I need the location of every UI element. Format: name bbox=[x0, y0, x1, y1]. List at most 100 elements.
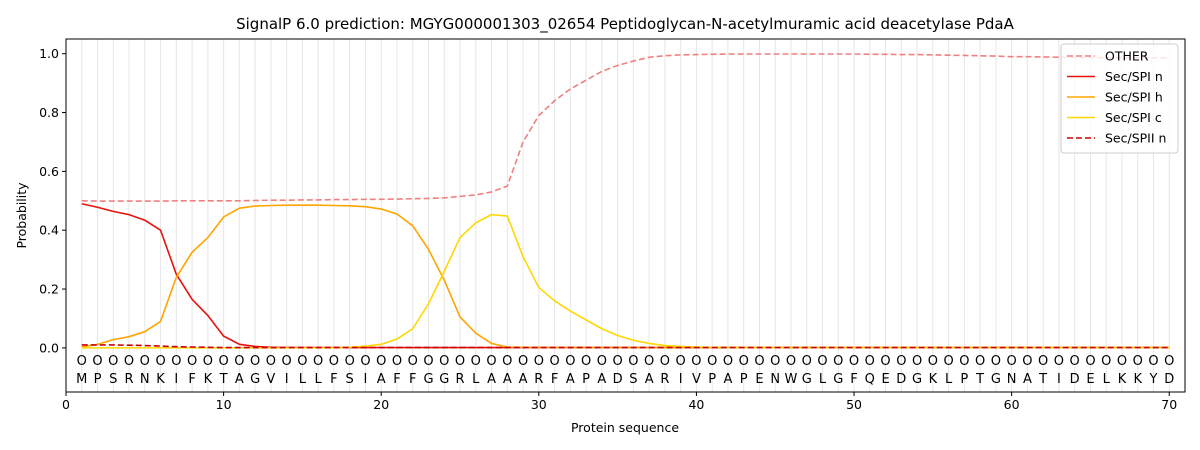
residue-label: R bbox=[534, 372, 543, 387]
region-marker: O bbox=[408, 354, 418, 369]
y-axis-ticks: 0.0 0.2 0.4 0.6 0.8 1.0 bbox=[39, 46, 66, 355]
legend-box bbox=[1060, 43, 1179, 154]
region-marker: O bbox=[975, 354, 985, 369]
region-marker: O bbox=[108, 354, 118, 369]
region-marker: O bbox=[187, 354, 197, 369]
residue-label: L bbox=[1103, 372, 1111, 387]
residue-label: A bbox=[645, 372, 654, 387]
residue-label: K bbox=[1133, 372, 1142, 387]
residue-label: A bbox=[597, 372, 606, 387]
region-marker: O bbox=[250, 354, 260, 369]
residue-label: E bbox=[881, 372, 889, 387]
plot-frame bbox=[65, 38, 1186, 393]
region-marker: O bbox=[691, 354, 701, 369]
residue-label: R bbox=[125, 372, 134, 387]
region-marker: O bbox=[392, 354, 402, 369]
residue-label: D bbox=[1070, 372, 1080, 387]
region-marker: O bbox=[455, 354, 465, 369]
residue-label: G bbox=[912, 372, 922, 387]
residue-label: N bbox=[770, 372, 780, 387]
chart-title: SignalP 6.0 prediction: MGYG000001303_02… bbox=[236, 15, 1015, 34]
y-tick-label: 0.0 bbox=[39, 340, 59, 355]
region-marker: O bbox=[1038, 354, 1048, 369]
region-marker: O bbox=[1054, 354, 1064, 369]
residue-label: A bbox=[377, 372, 386, 387]
residue-label: V bbox=[266, 372, 275, 387]
residue-label: I bbox=[364, 372, 368, 387]
region-marker: O bbox=[660, 354, 670, 369]
region-marker: O bbox=[345, 354, 355, 369]
region-marker: O bbox=[140, 354, 150, 369]
x-tick-label: 50 bbox=[846, 397, 862, 412]
region-marker: O bbox=[959, 354, 969, 369]
x-tick-label: 10 bbox=[216, 397, 232, 412]
residue-label: Y bbox=[1149, 372, 1158, 387]
region-marker: O bbox=[597, 354, 607, 369]
residue-label: A bbox=[487, 372, 496, 387]
series-line-0 bbox=[81, 53, 1170, 202]
region-marker: O bbox=[486, 354, 496, 369]
y-tick-label: 1.0 bbox=[39, 46, 59, 61]
region-marker: O bbox=[155, 354, 165, 369]
region-marker: O bbox=[912, 354, 922, 369]
region-marker: O bbox=[282, 354, 292, 369]
residue-label: K bbox=[1118, 372, 1127, 387]
x-tick-label: 0 bbox=[62, 397, 70, 412]
region-marker: O bbox=[1133, 354, 1143, 369]
series-line-4 bbox=[81, 344, 1170, 349]
residue-label: I bbox=[1057, 372, 1061, 387]
x-tick-label: 30 bbox=[531, 397, 547, 412]
x-axis-ticks: 0 10 20 30 40 50 60 70 bbox=[62, 392, 1177, 412]
residue-label: F bbox=[850, 372, 857, 387]
residue-label: G bbox=[802, 372, 812, 387]
residue-label: G bbox=[991, 372, 1001, 387]
residue-label: A bbox=[235, 372, 244, 387]
region-marker: O bbox=[329, 354, 339, 369]
region-marker: O bbox=[991, 354, 1001, 369]
region-marker: O bbox=[943, 354, 953, 369]
residue-label: V bbox=[692, 372, 701, 387]
residue-label: M bbox=[76, 372, 87, 387]
region-marker: O bbox=[439, 354, 449, 369]
region-marker: O bbox=[1164, 354, 1174, 369]
residue-label: N bbox=[1007, 372, 1017, 387]
residue-label: P bbox=[94, 372, 102, 387]
residue-label: A bbox=[566, 372, 575, 387]
residue-label: D bbox=[896, 372, 906, 387]
legend-label-0: OTHER bbox=[1105, 49, 1149, 64]
residue-label: G bbox=[423, 372, 433, 387]
residue-label: Q bbox=[865, 372, 875, 387]
region-marker: O bbox=[1148, 354, 1158, 369]
legend-label-4: Sec/SPII n bbox=[1105, 131, 1166, 146]
residue-label: L bbox=[299, 372, 307, 387]
residue-label: I bbox=[679, 372, 683, 387]
region-marker: O bbox=[676, 354, 686, 369]
region-marker: O bbox=[360, 354, 370, 369]
region-marker: O bbox=[313, 354, 323, 369]
x-tick-label: 70 bbox=[1161, 397, 1177, 412]
residue-label: F bbox=[393, 372, 400, 387]
residue-label: K bbox=[204, 372, 213, 387]
region-marker: O bbox=[896, 354, 906, 369]
region-marker: O bbox=[266, 354, 276, 369]
y-tick-label: 0.6 bbox=[39, 164, 59, 179]
residue-label: F bbox=[188, 372, 195, 387]
vertical-gridlines bbox=[81, 39, 1170, 392]
legend-label-3: Sec/SPI c bbox=[1105, 110, 1162, 125]
region-marker: O bbox=[833, 354, 843, 369]
residue-label: L bbox=[315, 372, 323, 387]
region-marker: O bbox=[297, 354, 307, 369]
legend-label-1: Sec/SPI n bbox=[1105, 69, 1163, 84]
residue-label: L bbox=[819, 372, 827, 387]
y-tick-label: 0.4 bbox=[39, 223, 59, 238]
region-marker: O bbox=[534, 354, 544, 369]
region-marker: O bbox=[77, 354, 87, 369]
region-marker: O bbox=[234, 354, 244, 369]
region-marker: O bbox=[502, 354, 512, 369]
residue-label: S bbox=[629, 372, 637, 387]
residue-label: F bbox=[330, 372, 337, 387]
region-marker: O bbox=[770, 354, 780, 369]
residue-label: D bbox=[1164, 372, 1174, 387]
